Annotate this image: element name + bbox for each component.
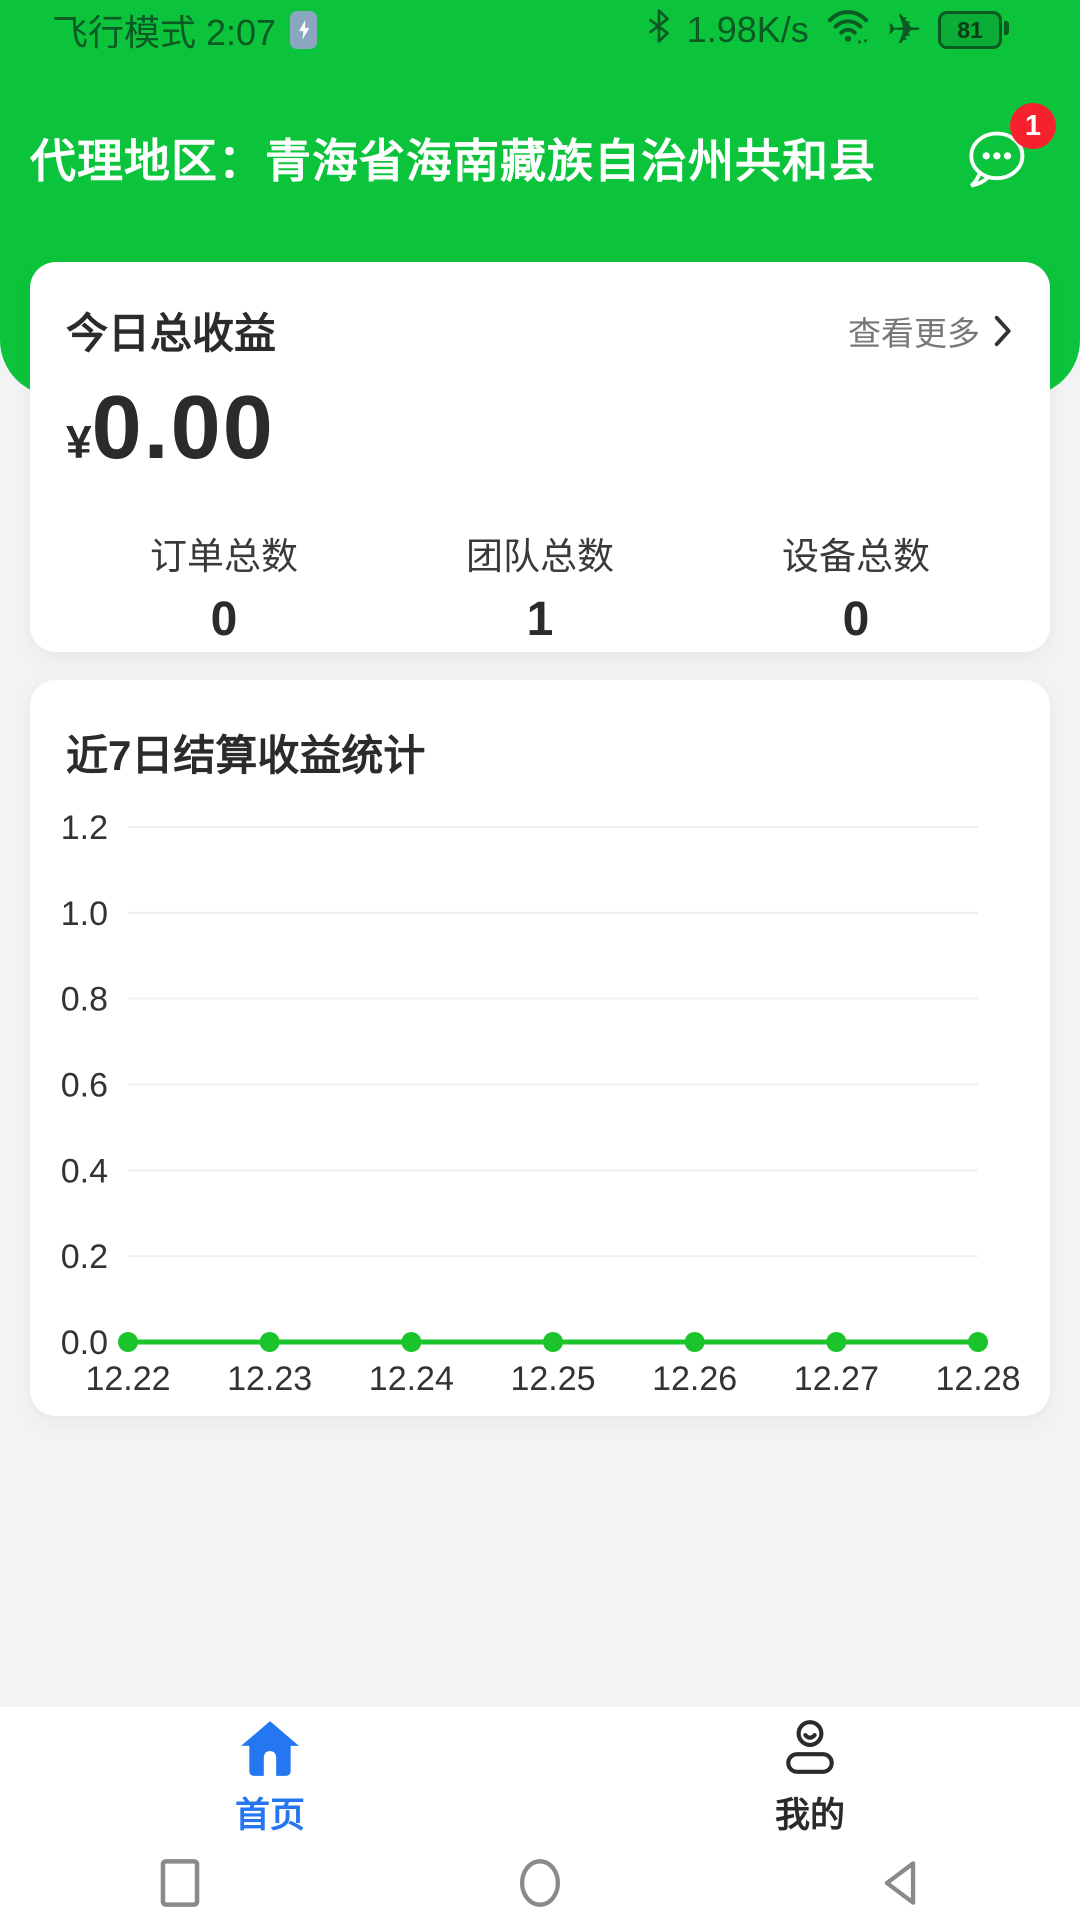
- view-more-button[interactable]: 查看更多: [848, 307, 1014, 355]
- wifi-icon: [825, 6, 871, 55]
- battery-level-icon: 81: [938, 11, 1009, 49]
- status-bar: 飞行模式 2:07 1.98K/s ✈ 81: [0, 0, 1080, 54]
- stat-label: 团队总数: [466, 536, 614, 577]
- chevron-right-icon: [994, 315, 1011, 346]
- chat-bubble-icon: [969, 131, 1025, 188]
- tab-home-label: 首页: [234, 1796, 305, 1835]
- svg-text:12.28: 12.28: [935, 1360, 1020, 1398]
- back-button[interactable]: [720, 1858, 1080, 1908]
- income-card: 今日总收益 查看更多 ¥0.00 订单总数 0 团队总数 1 设备总数 0: [30, 262, 1050, 652]
- person-icon: [779, 1717, 841, 1779]
- status-time-text: 飞行模式 2:07: [52, 12, 277, 53]
- stat-label: 订单总数: [150, 536, 298, 577]
- tab-bar: 首页 我的: [0, 1707, 1080, 1845]
- tab-mine[interactable]: 我的: [540, 1707, 1080, 1845]
- svg-text:12.23: 12.23: [227, 1360, 312, 1398]
- android-nav-bar: [0, 1845, 1080, 1920]
- tab-mine-label: 我的: [774, 1796, 845, 1835]
- svg-text:0.2: 0.2: [61, 1238, 108, 1276]
- stat-team[interactable]: 团队总数 1: [382, 526, 698, 647]
- svg-text:12.25: 12.25: [510, 1360, 595, 1398]
- svg-text:1.0: 1.0: [61, 895, 108, 933]
- message-badge: 1: [1010, 103, 1056, 149]
- income-card-title: 今日总收益: [66, 310, 277, 357]
- stat-label: 设备总数: [782, 536, 930, 577]
- svg-text:0.4: 0.4: [61, 1152, 108, 1190]
- status-right: 1.98K/s ✈ 81: [647, 6, 1010, 55]
- stat-orders[interactable]: 订单总数 0: [66, 526, 382, 647]
- back-triangle-icon: [884, 1860, 916, 1905]
- home-button[interactable]: [360, 1857, 720, 1909]
- tab-home[interactable]: 首页: [0, 1707, 540, 1845]
- message-button[interactable]: 1: [966, 103, 1056, 189]
- recents-square-icon: [160, 1858, 200, 1907]
- svg-text:0.0: 0.0: [61, 1324, 108, 1362]
- svg-text:12.26: 12.26: [652, 1360, 737, 1398]
- recents-button[interactable]: [0, 1858, 360, 1908]
- battery-charging-icon: [290, 11, 318, 49]
- chart-title: 近7日结算收益统计: [66, 732, 426, 779]
- chart-card: 近7日结算收益统计 1.2 1.0 0.8 0.6 0.4 0.2 0.0 12.22 12.2…: [30, 680, 1050, 1416]
- view-more-label: 查看更多: [848, 314, 980, 352]
- svg-text:12.22: 12.22: [85, 1360, 170, 1398]
- svg-text:0.8: 0.8: [61, 981, 108, 1019]
- page-header: 代理地区：青海省海南藏族自治州共和县 1: [0, 103, 1080, 198]
- battery-percent-text: 81: [957, 16, 983, 43]
- amount-value: 0.00: [91, 378, 275, 478]
- stat-value: 0: [210, 593, 238, 646]
- bluetooth-icon: [647, 8, 671, 52]
- line-chart: 1.2 1.0 0.8 0.6 0.4 0.2 0.012.22 12.23 12.24 12.2…: [61, 809, 1021, 1398]
- network-speed-text: 1.98K/s: [686, 9, 809, 50]
- agent-area-title: 代理地区：青海省海南藏族自治州共和县: [30, 135, 876, 187]
- stat-devices[interactable]: 设备总数 0: [698, 526, 1014, 647]
- today-income-amount: ¥0.00: [66, 377, 1014, 480]
- svg-text:1.2: 1.2: [61, 809, 108, 847]
- stats-row: 订单总数 0 团队总数 1 设备总数 0: [66, 526, 1014, 647]
- currency-symbol: ¥: [66, 416, 92, 468]
- stat-value: 1: [526, 593, 554, 646]
- airplane-icon: ✈: [886, 6, 922, 53]
- home-icon: [239, 1717, 301, 1779]
- svg-text:12.27: 12.27: [794, 1360, 879, 1398]
- svg-text:12.24: 12.24: [369, 1360, 454, 1398]
- home-circle-icon: [519, 1858, 561, 1907]
- svg-text:0.6: 0.6: [61, 1067, 108, 1105]
- status-left: 飞行模式 2:07: [52, 4, 318, 56]
- stat-value: 0: [842, 593, 870, 646]
